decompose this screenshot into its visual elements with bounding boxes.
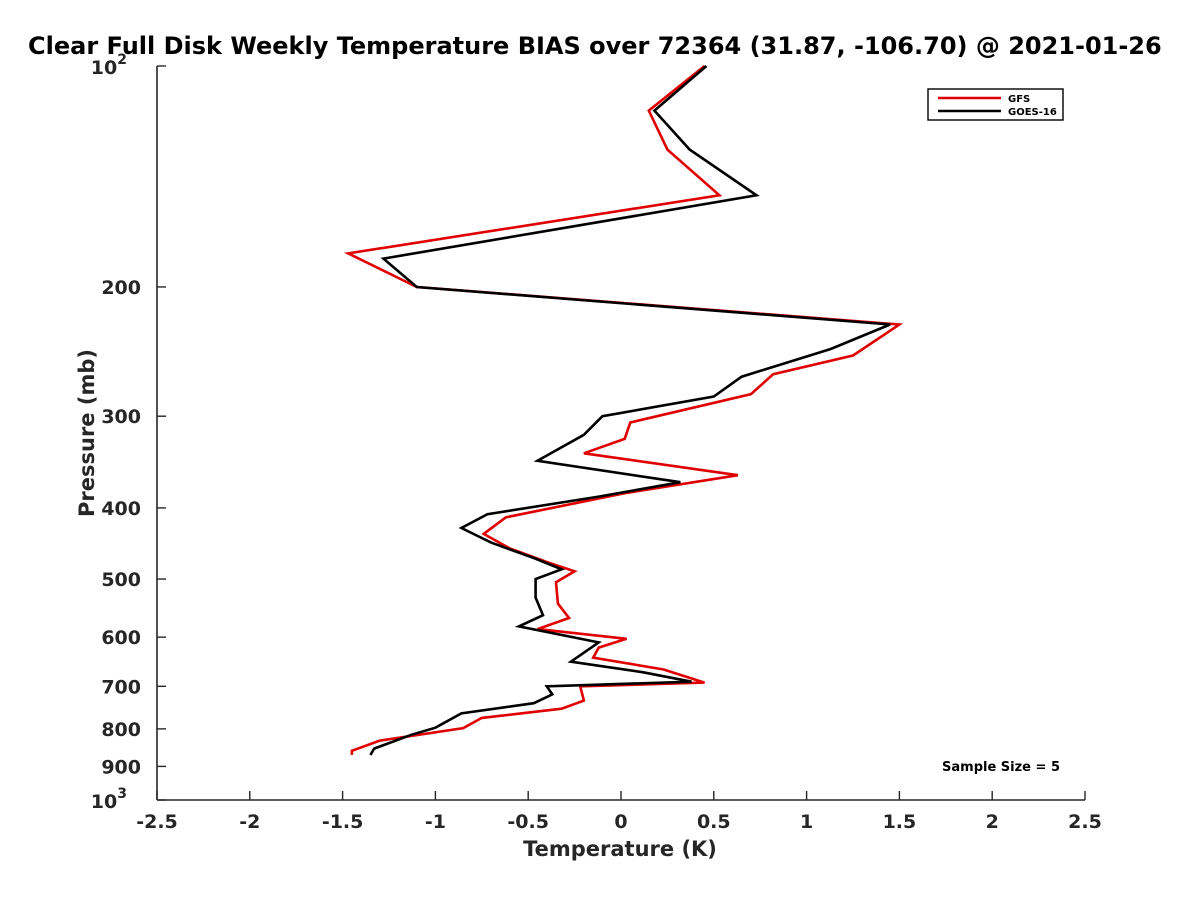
x-tick-label: 1.5: [883, 811, 917, 833]
y-tick-label: 700: [101, 676, 141, 698]
series-line-gfs: [343, 64, 904, 755]
chart-legend: GFS GOES-16: [927, 88, 1064, 121]
x-tick-label: -2: [239, 811, 260, 833]
y-axis-label: Pressure (mb): [75, 349, 99, 517]
series-line-goes-16: [369, 65, 891, 756]
legend-label: GFS: [1008, 94, 1030, 105]
y-tick-label: 102: [91, 52, 127, 79]
x-tick-label: -2.5: [136, 811, 178, 833]
x-tick-label: -1: [425, 811, 446, 833]
y-tick-label: 600: [101, 627, 141, 649]
y-tick-label: 300: [101, 406, 141, 428]
y-tick-label: 400: [101, 498, 141, 520]
y-tick-label: 103: [91, 786, 127, 813]
y-tick-label: 800: [101, 719, 141, 741]
x-tick-label: -0.5: [507, 811, 549, 833]
y-tick-label: 500: [101, 569, 141, 591]
x-tick-label: 1: [800, 811, 813, 833]
legend-box: [927, 88, 1064, 121]
y-tick-label: 900: [101, 756, 141, 778]
x-tick-label: 2.5: [1068, 811, 1102, 833]
x-tick-label: 0.5: [697, 811, 731, 833]
sample-size-annotation: Sample Size = 5: [942, 760, 1060, 775]
chart-title: Clear Full Disk Weekly Temperature BIAS …: [28, 32, 1162, 60]
legend-label: GOES-16: [1008, 107, 1057, 118]
x-tick-label: -1.5: [322, 811, 364, 833]
x-tick-label: 0: [614, 811, 627, 833]
x-axis-label: Temperature (K): [523, 837, 717, 861]
x-tick-label: 2: [986, 811, 999, 833]
y-tick-label: 200: [101, 277, 141, 299]
